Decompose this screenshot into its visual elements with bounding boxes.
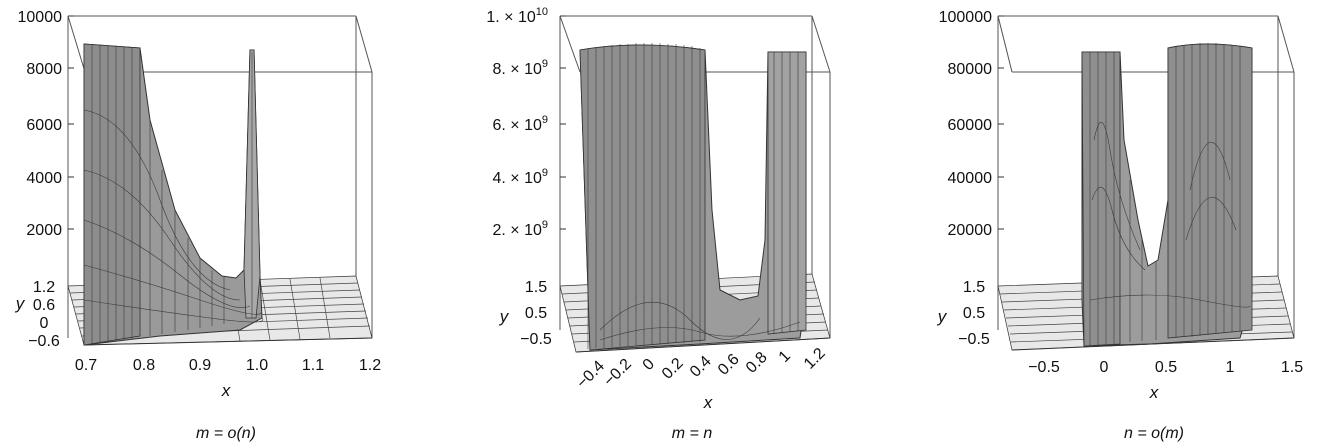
x-axis-label: x	[703, 393, 713, 412]
z-tick-label: 8. × 109	[493, 58, 549, 78]
panel-1-x-axis	[83, 337, 373, 346]
x-tick-label: −0.5	[1028, 359, 1060, 376]
x-tick-label: 1.1	[302, 357, 324, 374]
x-axis-label: x	[1149, 383, 1159, 402]
z-tick-label: 6000	[26, 117, 62, 134]
z-tick-label: 80000	[948, 61, 993, 78]
z-tick-label: 4. × 109	[493, 167, 549, 187]
x-tick-label: 0.8	[133, 357, 155, 374]
y-tick-label: 0.6	[33, 297, 55, 314]
panel-1-z-axis	[68, 15, 74, 230]
z-tick-exponent: 9	[542, 114, 548, 126]
x-tick-label: −0.2	[601, 356, 635, 390]
x-tick-label: 0.2	[659, 355, 687, 383]
panel-1-surface	[83, 43, 264, 346]
z-tick-exponent: 9	[542, 167, 548, 179]
y-axis-label: y	[937, 307, 948, 326]
z-tick-label: 60000	[948, 117, 993, 134]
panel-2-x-axis	[575, 337, 831, 353]
panel-1: 10000 8000 6000 4000 2000	[15, 9, 381, 442]
y-tick-label: −0.6	[28, 333, 60, 350]
x-tick-label: 0.5	[1155, 359, 1177, 376]
x-tick-label: 0	[640, 356, 658, 374]
x-tick-label: 0.4	[687, 353, 715, 381]
z-tick-exponent: 9	[542, 58, 548, 70]
z-tick-label: 8000	[26, 61, 62, 78]
panel-3-x-axis	[1011, 337, 1295, 351]
panel-2-z-axis	[560, 15, 566, 230]
x-tick-label: 0.9	[189, 357, 211, 374]
z-tick-exponent: 9	[542, 219, 548, 231]
y-axis-label: y	[15, 294, 26, 313]
x-tick-label: 1.0	[246, 357, 268, 374]
y-tick-label: 0	[40, 315, 49, 332]
y-tick-label: −0.5	[520, 331, 552, 348]
z-tick-label: 1. × 1010	[486, 6, 548, 26]
z-tick-exponent: 10	[536, 6, 548, 18]
z-tick-label: 2000	[26, 222, 62, 239]
z-tick-label: 40000	[948, 170, 993, 187]
z-tick-label: 6. × 109	[493, 114, 549, 134]
panel-3-z-axis	[998, 15, 1004, 230]
y-tick-label: 1.5	[525, 279, 547, 296]
x-tick-label: 1.5	[1281, 359, 1303, 376]
x-tick-label: 0.8	[743, 349, 771, 377]
y-tick-label: 0.5	[963, 305, 985, 322]
z-tick-label: 2. × 109	[493, 219, 549, 239]
x-tick-label: 0.6	[715, 351, 743, 379]
y-tick-label: 1.2	[33, 279, 55, 296]
panel-3: 100000 80000 60000 40000 20000	[937, 9, 1303, 442]
x-tick-label: 0	[1100, 359, 1109, 376]
panel-3-caption: n = o(m)	[1124, 425, 1184, 442]
z-tick-label: 100000	[939, 9, 992, 26]
z-tick-label: 10000	[18, 9, 63, 26]
x-tick-label: 1.2	[359, 357, 381, 374]
z-tick-label: 20000	[948, 222, 993, 239]
y-tick-label: 1.5	[963, 279, 985, 296]
panel-1-caption: m = o(n)	[196, 425, 256, 442]
panel-2-caption: m = n	[672, 425, 713, 442]
y-tick-label: 0.5	[525, 305, 547, 322]
panel-2: 1. × 1010 8. × 109 6. × 109 4. × 109 2. …	[486, 6, 831, 442]
panel-3-surface	[1081, 43, 1253, 347]
x-tick-label: 1	[1226, 359, 1235, 376]
x-axis-label: x	[221, 381, 231, 400]
panel-2-surface	[579, 43, 807, 351]
x-tick-label: 1	[776, 348, 794, 366]
x-tick-label: 0.7	[75, 357, 97, 374]
y-tick-label: −0.5	[958, 331, 990, 348]
x-tick-label: 1.2	[801, 345, 829, 373]
y-axis-label: y	[499, 307, 510, 326]
z-tick-label: 4000	[26, 170, 62, 187]
